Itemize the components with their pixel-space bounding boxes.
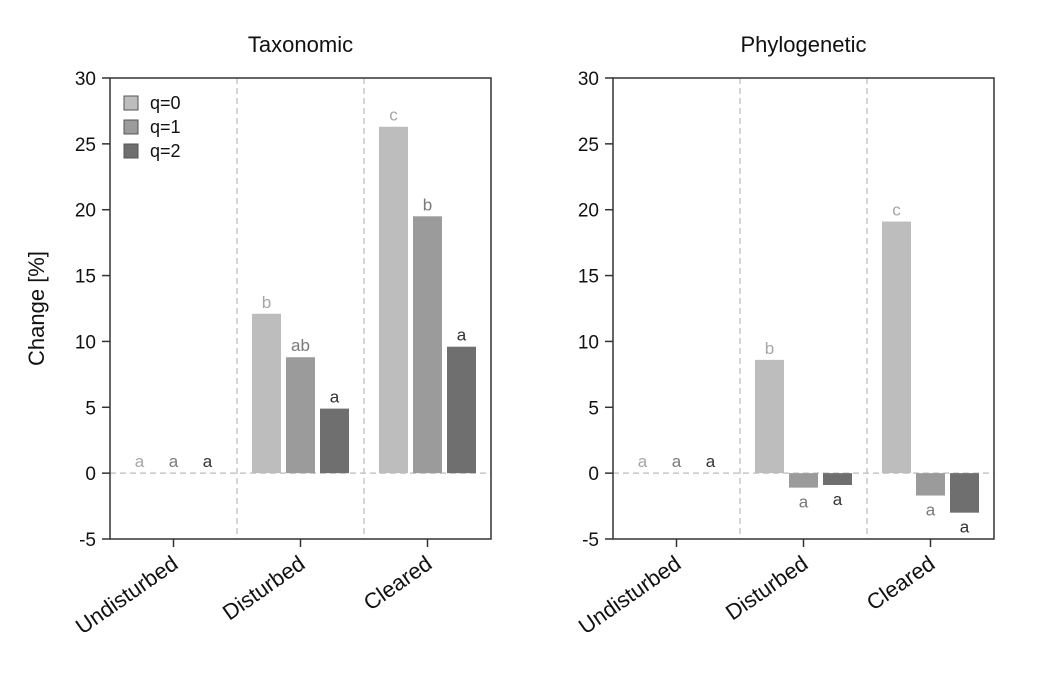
bar (320, 408, 349, 474)
y-tick-label: 0 (85, 464, 96, 485)
y-tick-label: 25 (578, 135, 599, 156)
bar (286, 357, 315, 474)
significance-label: a (799, 493, 809, 512)
significance-label: a (169, 452, 179, 471)
y-tick-label: 30 (578, 69, 599, 90)
significance-label: a (960, 518, 970, 537)
plot-frame (612, 77, 995, 540)
legend-label: q=0 (150, 93, 181, 113)
legend-swatch (123, 119, 139, 135)
bar (379, 126, 408, 474)
significance-label: ab (291, 336, 310, 355)
bar (950, 473, 979, 513)
x-tick-label: Cleared (359, 551, 436, 616)
y-tick-label: 10 (578, 332, 599, 353)
y-tick-label: -5 (582, 530, 599, 551)
significance-label: b (262, 293, 271, 312)
y-tick-label: 5 (85, 398, 96, 419)
y-tick-label: 15 (578, 267, 599, 288)
y-tick-label: 0 (588, 464, 599, 485)
bar (789, 473, 818, 488)
y-tick-label: 20 (578, 201, 599, 222)
chart-title: Taxonomic (248, 32, 353, 57)
significance-label: b (765, 339, 774, 358)
significance-label: a (330, 388, 340, 407)
significance-label: a (638, 452, 648, 471)
significance-label: a (135, 452, 145, 471)
y-axis-label: Change [%] (24, 251, 49, 366)
y-tick-label: 5 (588, 398, 599, 419)
x-tick-label: Cleared (862, 551, 939, 616)
significance-label: b (423, 195, 432, 214)
significance-label: a (926, 501, 936, 520)
legend-swatch (123, 143, 139, 159)
y-tick-label: -5 (79, 530, 96, 551)
bar (823, 473, 852, 485)
bar (916, 473, 945, 496)
significance-label: a (833, 490, 843, 509)
bar (882, 221, 911, 474)
significance-label: a (457, 326, 467, 345)
chart-title: Phylogenetic (741, 32, 867, 57)
x-tick-label: Disturbed (218, 551, 309, 625)
panel-phylogenetic: Phylogenetic a b c a a a a a a -5 0 5 10 15 20 25 30 Undis… (574, 32, 995, 640)
bar (413, 216, 442, 474)
significance-label: a (203, 452, 213, 471)
legend: q=0 q=1 q=2 (123, 93, 181, 161)
bar (447, 346, 476, 474)
bar (252, 313, 281, 474)
significance-label: a (672, 452, 682, 471)
y-tick-label: 15 (75, 267, 96, 288)
legend-label: q=1 (150, 117, 181, 137)
y-tick-label: 30 (75, 69, 96, 90)
x-tick-label: Undisturbed (574, 551, 686, 640)
significance-label: c (892, 201, 901, 220)
legend-swatch (123, 95, 139, 111)
y-tick-label: 25 (75, 135, 96, 156)
y-tick-label: 20 (75, 201, 96, 222)
x-tick-label: Undisturbed (71, 551, 183, 640)
significance-label: c (389, 106, 398, 125)
significance-label: a (706, 452, 716, 471)
bar (755, 359, 784, 474)
legend-label: q=2 (150, 141, 181, 161)
x-tick-label: Disturbed (721, 551, 812, 625)
y-tick-label: 10 (75, 332, 96, 353)
